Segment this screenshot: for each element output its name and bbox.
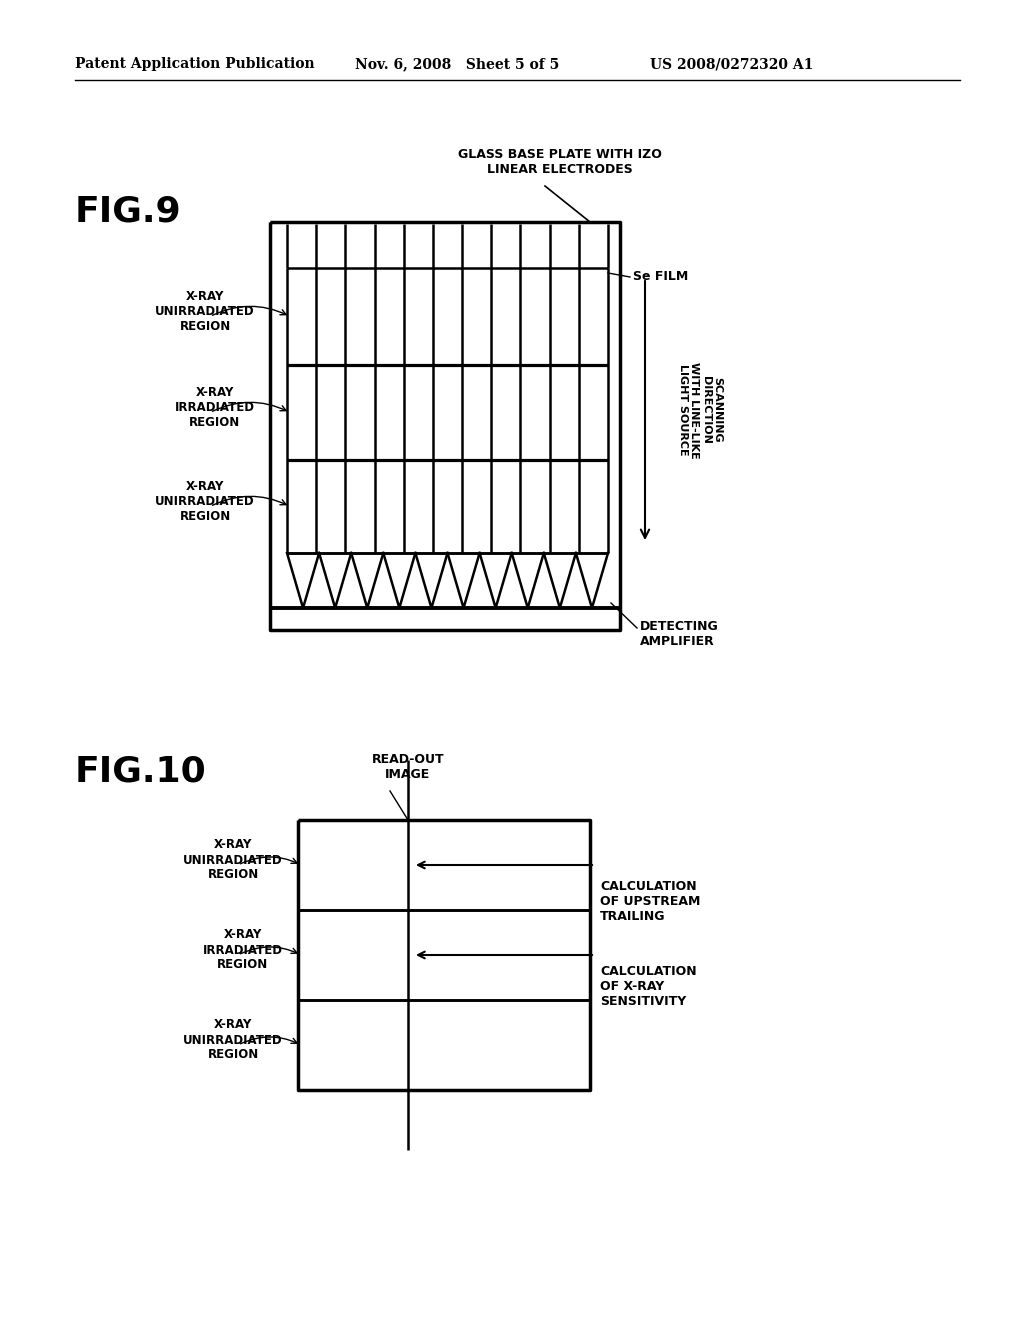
Text: DETECTING
AMPLIFIER: DETECTING AMPLIFIER bbox=[640, 620, 719, 648]
Text: X-RAY
UNIRRADIATED
REGION: X-RAY UNIRRADIATED REGION bbox=[156, 290, 255, 333]
Text: CALCULATION
OF UPSTREAM
TRAILING: CALCULATION OF UPSTREAM TRAILING bbox=[600, 880, 700, 923]
Text: SCANNING
DIRECTION
WITH LINE-LIKE
LIGHT SOURCE: SCANNING DIRECTION WITH LINE-LIKE LIGHT … bbox=[678, 362, 722, 458]
Text: FIG.10: FIG.10 bbox=[75, 755, 207, 789]
Text: READ-OUT
IMAGE: READ-OUT IMAGE bbox=[372, 752, 444, 781]
Text: Se FILM: Se FILM bbox=[633, 271, 688, 282]
Text: US 2008/0272320 A1: US 2008/0272320 A1 bbox=[650, 57, 813, 71]
Text: GLASS BASE PLATE WITH IZO
LINEAR ELECTRODES: GLASS BASE PLATE WITH IZO LINEAR ELECTRO… bbox=[458, 148, 662, 176]
Text: Patent Application Publication: Patent Application Publication bbox=[75, 57, 314, 71]
Text: X-RAY
UNIRRADIATED
REGION: X-RAY UNIRRADIATED REGION bbox=[156, 480, 255, 523]
Text: CALCULATION
OF X-RAY
SENSITIVITY: CALCULATION OF X-RAY SENSITIVITY bbox=[600, 965, 696, 1008]
Text: Nov. 6, 2008   Sheet 5 of 5: Nov. 6, 2008 Sheet 5 of 5 bbox=[355, 57, 559, 71]
Text: X-RAY
IRRADIATED
REGION: X-RAY IRRADIATED REGION bbox=[203, 928, 283, 972]
Text: X-RAY
IRRADIATED
REGION: X-RAY IRRADIATED REGION bbox=[175, 385, 255, 429]
Text: X-RAY
UNIRRADIATED
REGION: X-RAY UNIRRADIATED REGION bbox=[183, 1019, 283, 1061]
Text: X-RAY
UNIRRADIATED
REGION: X-RAY UNIRRADIATED REGION bbox=[183, 838, 283, 882]
Text: FIG.9: FIG.9 bbox=[75, 195, 181, 228]
